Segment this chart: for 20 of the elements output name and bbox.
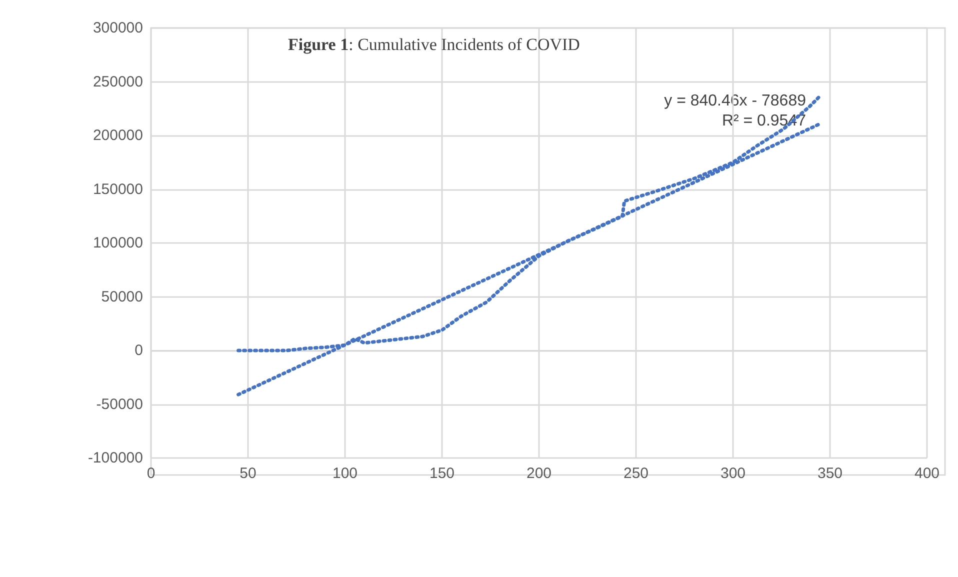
x-tick-label: 150 [429,465,455,482]
x-tick-label: 350 [817,465,843,482]
x-tick-label: 300 [720,465,746,482]
x-tick-label: 50 [240,465,256,482]
y-tick-label: -50000 [96,396,143,413]
y-tick-label: 100000 [92,234,143,252]
y-tick-label: -100000 [88,450,143,466]
annotation: y = 840.46x - 78689 [664,92,806,110]
x-tick-label: 200 [526,465,552,482]
x-tick-label: 250 [623,465,649,482]
y-tick-label: 300000 [92,20,143,36]
x-tick-label: 400 [914,465,940,482]
y-tick-label: 150000 [92,180,143,198]
x-tick-label: 0 [146,465,156,482]
y-tick-label: 50000 [101,288,143,306]
y-tick-label: 200000 [92,127,143,144]
chart-title: Figure 1: Cumulative Incidents of COVID [288,35,580,54]
y-tick-label: 250000 [92,73,143,90]
y-tick-label: 0 [134,342,143,359]
x-tick-label: 100 [332,465,358,482]
